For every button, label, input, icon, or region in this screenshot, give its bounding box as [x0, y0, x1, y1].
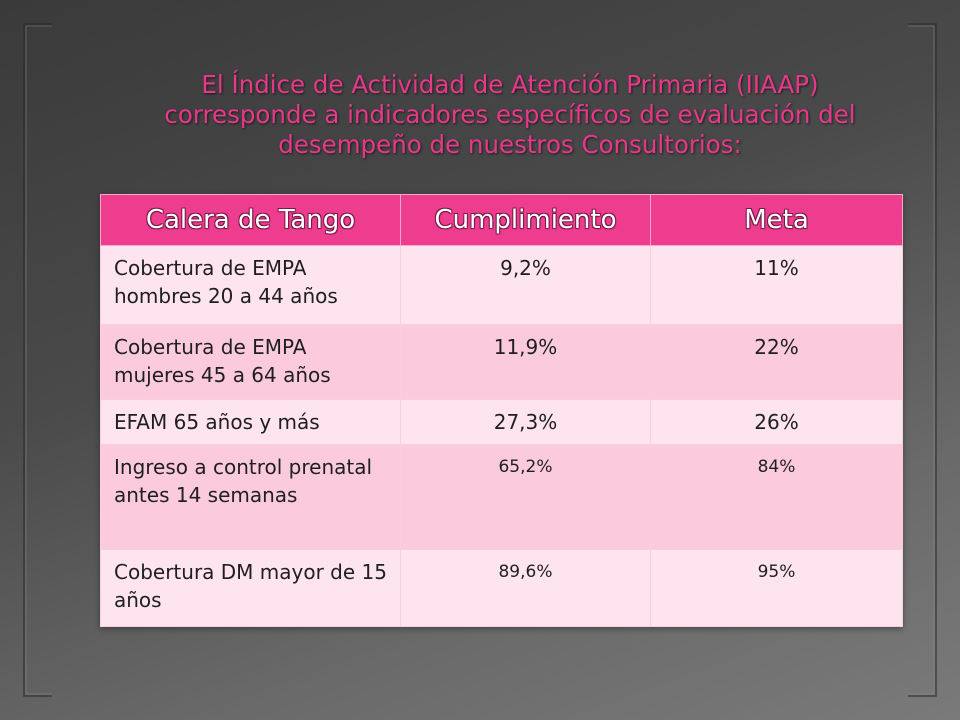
meta-cell: 84% — [650, 444, 903, 550]
header-commune: Calera de Tango — [100, 194, 401, 246]
header-meta: Meta — [650, 194, 903, 246]
meta-cell: 11% — [650, 245, 903, 325]
title-line-1: El Índice de Actividad de Atención Prima… — [201, 70, 819, 99]
indicator-cell: Ingreso a control prenatal antes 14 sema… — [100, 444, 401, 550]
table-row: Cobertura de EMPA hombres 20 a 44 años 9… — [100, 245, 903, 325]
meta-cell: 26% — [650, 399, 903, 445]
indicator-cell: Cobertura DM mayor de 15 años — [100, 549, 401, 627]
meta-cell: 22% — [650, 324, 903, 400]
cumplimiento-cell: 27,3% — [400, 399, 651, 445]
meta-cell: 95% — [650, 549, 903, 627]
header-cumplimiento: Cumplimiento — [400, 194, 651, 246]
indicator-cell: Cobertura de EMPA hombres 20 a 44 años — [100, 245, 401, 325]
cumplimiento-cell: 11,9% — [400, 324, 651, 400]
table-row: EFAM 65 años y más 27,3% 26% — [100, 399, 903, 445]
table-row: Ingreso a control prenatal antes 14 sema… — [100, 444, 903, 550]
table-row: Cobertura de EMPA mujeres 45 a 64 años 1… — [100, 324, 903, 400]
cumplimiento-cell: 89,6% — [400, 549, 651, 627]
cumplimiento-cell: 9,2% — [400, 245, 651, 325]
indicator-cell: Cobertura de EMPA mujeres 45 a 64 años — [100, 324, 401, 400]
indicators-table: Calera de Tango Cumplimiento Meta Cobert… — [100, 194, 903, 627]
slide-title: El Índice de Actividad de Atención Prima… — [110, 70, 910, 160]
cumplimiento-cell: 65,2% — [400, 444, 651, 550]
table-header-row: Calera de Tango Cumplimiento Meta — [100, 194, 903, 246]
title-line-3: desempeño de nuestros Consultorios: — [278, 130, 742, 159]
indicator-cell: EFAM 65 años y más — [100, 399, 401, 445]
table-row: Cobertura DM mayor de 15 años 89,6% 95% — [100, 549, 903, 627]
title-line-2: corresponde a indicadores específicos de… — [164, 100, 856, 129]
